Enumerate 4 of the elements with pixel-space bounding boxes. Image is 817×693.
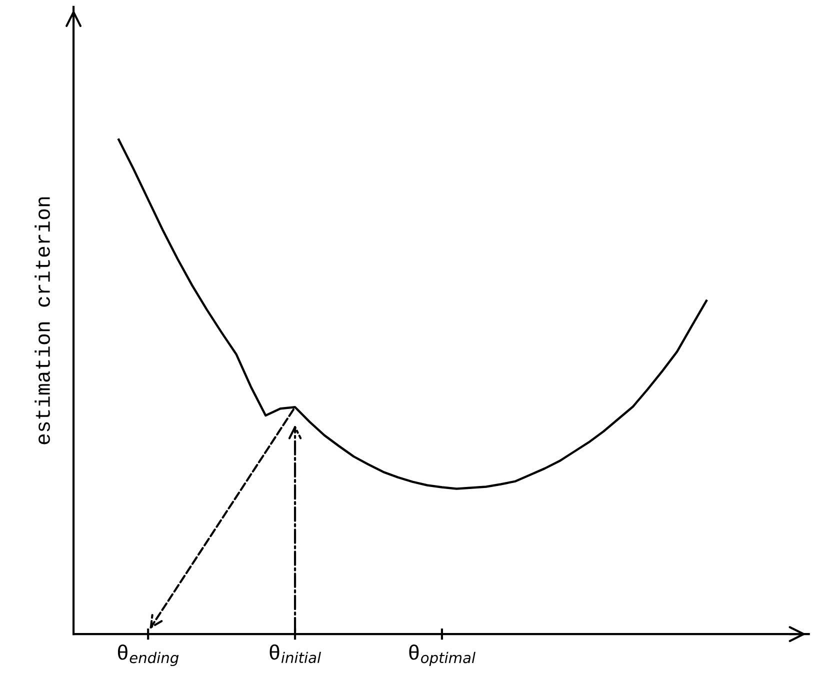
x-tick-label: θ$_{optimal}$ [409,644,476,666]
x-tick-label: θ$_{initial}$ [270,644,321,664]
x-tick-label: θ$_{ending}$ [118,644,179,666]
y-axis-title: estimation criterion [34,197,50,444]
